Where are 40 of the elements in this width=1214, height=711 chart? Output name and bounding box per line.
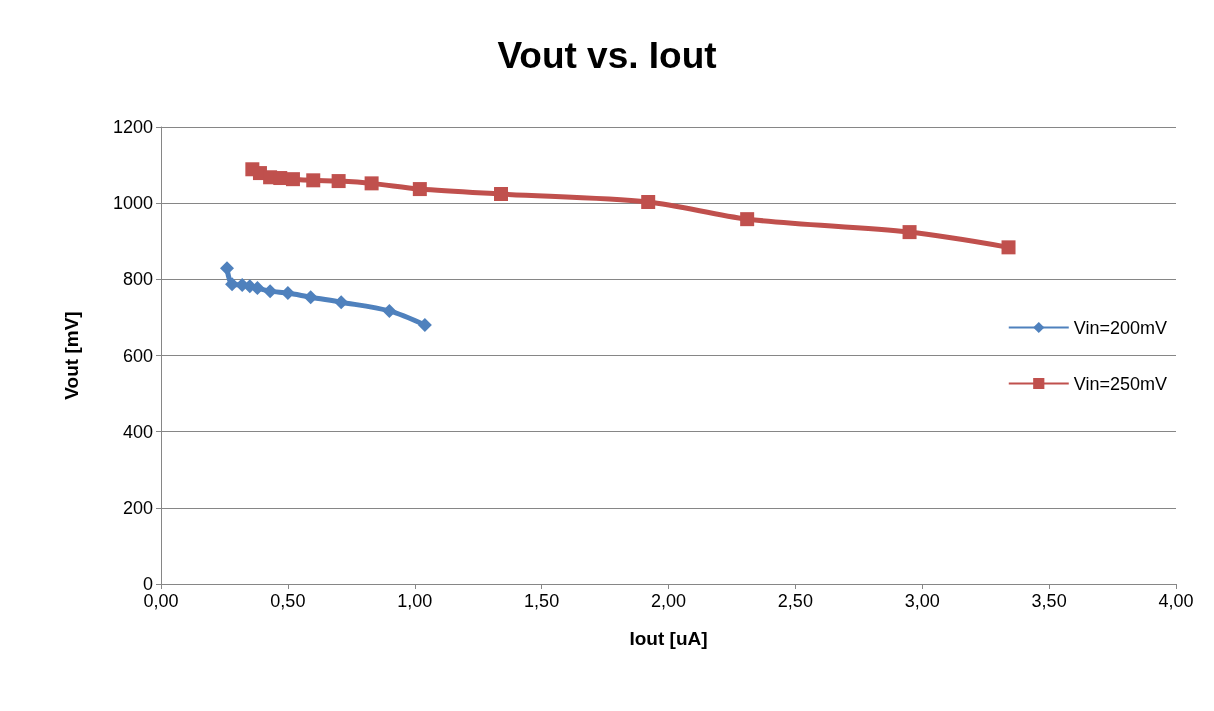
x-tick-label: 0,50 [270,591,306,611]
point [219,261,234,276]
y-tick-label: 1200 [112,117,153,137]
x-tick-label: 1,50 [524,591,560,611]
point [382,303,397,318]
point [303,290,318,305]
point [364,176,379,191]
point [740,212,755,227]
x-tick-label: 3,50 [1031,591,1067,611]
chart-title: Vout vs. Iout [497,35,717,76]
x-tick-label: 4,00 [1158,591,1194,611]
y-axis-title: Vout [mV] [61,311,82,400]
x-tick-label: 1,00 [397,591,433,611]
x-axis-title: Iout [uA] [629,628,708,649]
legend-label: Vin=250mV [1073,373,1167,394]
x-tick-label: 0,00 [143,591,179,611]
x-tick-label: 2,00 [650,591,687,611]
point [494,187,509,202]
legend-label: Vin=200mV [1073,317,1167,338]
x-tick-label: 3,00 [904,591,940,611]
point [225,277,240,292]
y-tick-label: 400 [122,421,153,442]
point [412,182,427,197]
y-tick-label: 200 [122,497,153,518]
point [306,173,321,188]
y-tick-label: 0 [142,574,153,594]
point [334,295,349,310]
y-tick-label: 600 [122,345,153,366]
point [902,225,917,240]
point [250,281,265,296]
point [417,318,432,333]
y-tick-label: 1000 [112,193,153,214]
point [641,195,656,210]
x-tick-label: 2,50 [777,591,813,611]
y-tick-label: 800 [122,269,153,290]
point [273,171,288,186]
point [285,172,300,187]
point [1001,240,1016,255]
point [331,174,346,189]
point [263,284,278,299]
